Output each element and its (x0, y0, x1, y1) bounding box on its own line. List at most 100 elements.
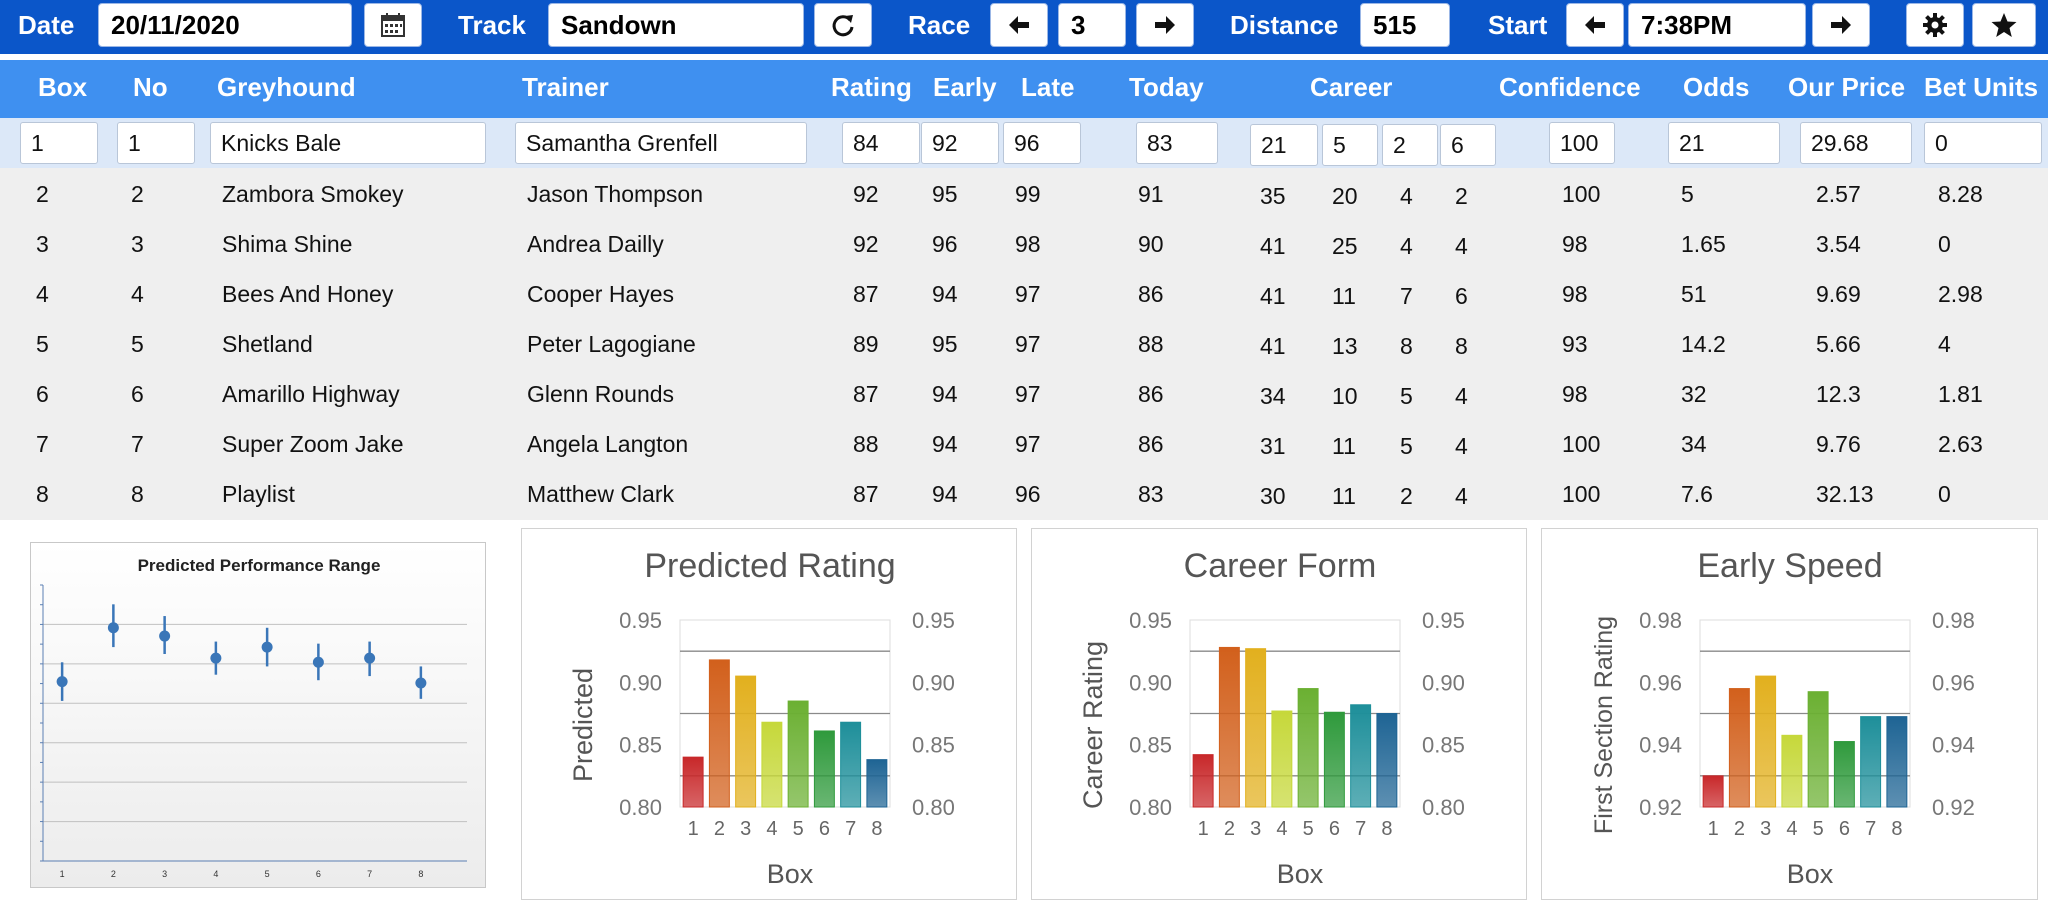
cell-late-input[interactable]: 96 (1003, 122, 1081, 164)
column-header-early[interactable]: Early (933, 72, 997, 102)
favorite-button[interactable] (1972, 3, 2036, 47)
refresh-button[interactable] (814, 3, 872, 47)
cell-career-2: 7 (1400, 283, 1413, 309)
column-header-career[interactable]: Career (1310, 72, 1393, 102)
table-row[interactable]: 2 2 Zambora Smokey Jason Thompson 92 95 99 91 10… (0, 168, 2048, 218)
column-header-our-price[interactable]: Our Price (1788, 72, 1906, 102)
table-header: Box No Greyhound Trainer Rating Early La… (0, 60, 2048, 118)
cell-confidence: 98 (1562, 231, 1588, 257)
y-axis-label: Career Rating (1078, 641, 1108, 809)
x-tick-label: 1 (1198, 818, 1209, 840)
cell-career-3-input[interactable]: 6 (1440, 124, 1496, 166)
table-row[interactable]: 8 8 Playlist Matthew Clark 87 94 96 83 100 7.6 32.… (0, 468, 2048, 518)
cell-late: 97 (1015, 381, 1041, 407)
cell-career-1: 10 (1332, 383, 1358, 409)
table-row[interactable]: 5 5 Shetland Peter Lagogiane 89 95 97 88 93 14.2 5… (0, 318, 2048, 368)
cell-greyhound-input[interactable]: Knicks Bale (210, 122, 486, 164)
start-next-button[interactable] (1812, 3, 1870, 47)
cell-career-2-input[interactable]: 2 (1382, 124, 1438, 166)
cell-greyhound: Playlist (222, 481, 295, 507)
y-axis-label: First Section Rating (1590, 616, 1618, 834)
bar (1218, 646, 1240, 808)
bar (682, 756, 704, 808)
cell-career-1: 25 (1332, 233, 1358, 259)
cell-confidence: 93 (1562, 331, 1588, 357)
cell-today: 83 (1138, 481, 1164, 507)
bar (813, 730, 835, 808)
race-next-button[interactable] (1136, 3, 1194, 47)
cell-career-0-input[interactable]: 21 (1250, 124, 1318, 166)
settings-button[interactable] (1906, 3, 1964, 47)
column-header-box[interactable]: Box (38, 72, 88, 102)
cell-bet-units: 2.98 (1938, 281, 1983, 307)
x-tick-label: 3 (1250, 818, 1261, 840)
cell-our-price: 12.3 (1816, 381, 1861, 407)
bar (1728, 688, 1750, 808)
cell-career-1-input[interactable]: 5 (1322, 124, 1378, 166)
calendar-button[interactable] (364, 3, 422, 47)
cell-greyhound: Amarillo Highway (222, 381, 400, 407)
early-speed-chart: Early Speed Box First Section Rating 0.9… (1541, 528, 2038, 900)
bar (1833, 741, 1855, 808)
cell-bet-units-input[interactable]: 0 (1924, 122, 2042, 164)
cell-career-0: 41 (1260, 233, 1286, 259)
cell-box: 8 (36, 481, 49, 507)
column-header-trainer[interactable]: Trainer (522, 72, 609, 102)
gear-icon (1923, 13, 1947, 37)
cell-box: 3 (36, 231, 49, 257)
race-prev-button[interactable] (990, 3, 1048, 47)
cell-early: 95 (932, 331, 958, 357)
cell-our-price-input[interactable]: 29.68 (1800, 122, 1912, 164)
arrow-right-icon (1155, 16, 1175, 34)
column-header-today[interactable]: Today (1129, 72, 1204, 102)
cell-trainer: Cooper Hayes (527, 281, 675, 307)
table-row[interactable]: 4 4 Bees And Honey Cooper Hayes 87 94 97 86 98 51… (0, 268, 2048, 318)
cell-today-input[interactable]: 83 (1136, 122, 1218, 164)
table-row[interactable]: 3 3 Shima Shine Andrea Dailly 92 96 98 90 98 1.65… (0, 218, 2048, 268)
start-prev-button[interactable] (1566, 3, 1624, 47)
cell-no-input[interactable]: 1 (117, 122, 195, 164)
bar (761, 721, 783, 808)
table-row-selected[interactable]: 1 1 Knicks Bale Samantha Grenfell 84 92 96 83 10… (0, 118, 2048, 168)
x-axis-label: Box (1787, 859, 1834, 889)
y-axis-label: Predicted (568, 668, 598, 782)
cell-early-input[interactable]: 92 (921, 122, 999, 164)
date-field[interactable]: 20/11/2020 (98, 3, 352, 47)
cell-late: 97 (1015, 281, 1041, 307)
cell-greyhound: Super Zoom Jake (222, 431, 404, 457)
cell-confidence: 98 (1562, 281, 1588, 307)
start-time-field[interactable]: 7:38PM (1628, 3, 1806, 47)
y-tick-label-left: 0.95 (619, 608, 662, 633)
race-number-field[interactable]: 3 (1058, 3, 1126, 47)
cell-career-0: 35 (1260, 183, 1286, 209)
y-tick-label-right: 0.80 (1422, 795, 1465, 820)
column-header-odds[interactable]: Odds (1683, 72, 1750, 102)
x-tick-label: 7 (1865, 818, 1876, 840)
cell-box-input[interactable]: 1 (20, 122, 98, 164)
column-header-rating[interactable]: Rating (831, 72, 912, 102)
x-tick-label: 4 (213, 869, 218, 879)
column-header-late[interactable]: Late (1021, 72, 1075, 102)
cell-odds: 1.65 (1681, 231, 1726, 257)
cell-today: 86 (1138, 381, 1164, 407)
cell-confidence-input[interactable]: 100 (1549, 122, 1615, 164)
cell-career-3: 2 (1455, 183, 1468, 209)
column-header-confidence[interactable]: Confidence (1499, 72, 1641, 102)
x-axis-label: Box (1277, 859, 1324, 889)
cell-odds-input[interactable]: 21 (1668, 122, 1780, 164)
cell-trainer: Matthew Clark (527, 481, 674, 507)
cell-trainer-input[interactable]: Samantha Grenfell (515, 122, 807, 164)
column-header-bet-units[interactable]: Bet Units (1924, 72, 2039, 102)
column-header-greyhound[interactable]: Greyhound (217, 72, 356, 102)
distance-field[interactable]: 515 (1360, 3, 1450, 47)
cell-early: 94 (932, 281, 958, 307)
table-row[interactable]: 6 6 Amarillo Highway Glenn Rounds 87 94 97 86 98… (0, 368, 2048, 418)
table-row[interactable]: 7 7 Super Zoom Jake Angela Langton 88 94 97 86 1… (0, 418, 2048, 468)
cell-confidence: 100 (1562, 181, 1601, 207)
cell-rating: 92 (853, 181, 879, 207)
track-field[interactable]: Sandown (548, 3, 804, 47)
cell-career-3: 4 (1455, 233, 1468, 259)
column-header-no[interactable]: No (133, 72, 168, 102)
cell-rating: 89 (853, 331, 879, 357)
cell-rating-input[interactable]: 84 (842, 122, 920, 164)
